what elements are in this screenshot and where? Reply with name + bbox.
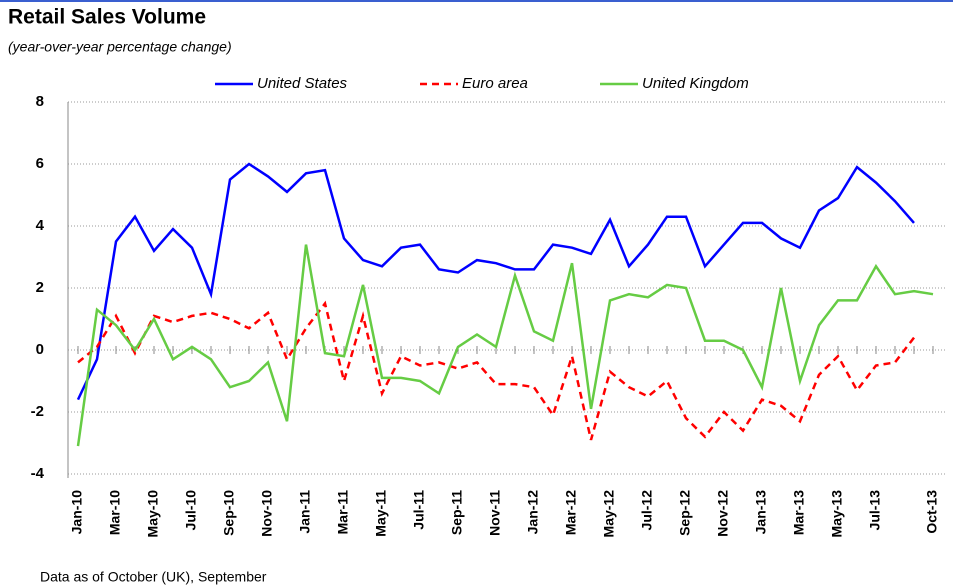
y-tick-label: -2 bbox=[31, 403, 44, 420]
legend-label: Euro area bbox=[462, 75, 528, 92]
x-tick-label: May-12 bbox=[601, 490, 617, 538]
x-tick-label: Nov-11 bbox=[487, 490, 503, 536]
x-tick-label: Jul-11 bbox=[411, 490, 427, 530]
legend-label: United States bbox=[257, 75, 348, 92]
x-tick-label: Mar-10 bbox=[107, 490, 123, 535]
x-tick-label: Mar-12 bbox=[563, 490, 579, 535]
y-tick-label: 4 bbox=[36, 217, 45, 234]
chart-title: Retail Sales Volume bbox=[8, 6, 206, 29]
x-tick-label: Jan-10 bbox=[69, 490, 85, 535]
x-tick-label: Jan-13 bbox=[753, 490, 769, 535]
x-tick-label: Sep-10 bbox=[221, 490, 237, 536]
x-tick-label: Jul-12 bbox=[639, 490, 655, 531]
y-tick-label: 8 bbox=[36, 93, 44, 110]
x-tick-label: Sep-12 bbox=[677, 490, 693, 536]
y-tick-label: 2 bbox=[36, 279, 44, 296]
x-tick-label: Jul-10 bbox=[183, 490, 199, 531]
legend-label: United Kingdom bbox=[642, 75, 749, 92]
chart-subtitle: (year-over-year percentage change) bbox=[8, 39, 232, 55]
series-line bbox=[77, 300, 915, 441]
series-line bbox=[76, 162, 915, 401]
x-tick-label: Jan-11 bbox=[297, 490, 313, 534]
y-tick-label: 0 bbox=[36, 341, 44, 358]
series-line bbox=[76, 244, 934, 447]
x-tick-label: Mar-11 bbox=[335, 490, 351, 535]
x-tick-label: Sep-11 bbox=[449, 490, 465, 535]
x-tick-label: Jan-12 bbox=[525, 490, 541, 535]
x-tick-label: Nov-10 bbox=[259, 490, 275, 537]
x-tick-label: Mar-13 bbox=[791, 490, 807, 535]
y-tick-label: 6 bbox=[36, 155, 44, 172]
x-tick-label: Nov-12 bbox=[715, 490, 731, 537]
footnote: Data as of October (UK), September bbox=[40, 569, 267, 585]
x-tick-label: Oct-13 bbox=[924, 490, 940, 534]
x-tick-label: May-10 bbox=[145, 490, 161, 538]
x-tick-label: May-11 bbox=[373, 490, 389, 537]
x-tick-label: Jul-13 bbox=[867, 490, 883, 531]
y-tick-label: -4 bbox=[31, 465, 45, 482]
x-tick-label: May-13 bbox=[829, 490, 845, 538]
